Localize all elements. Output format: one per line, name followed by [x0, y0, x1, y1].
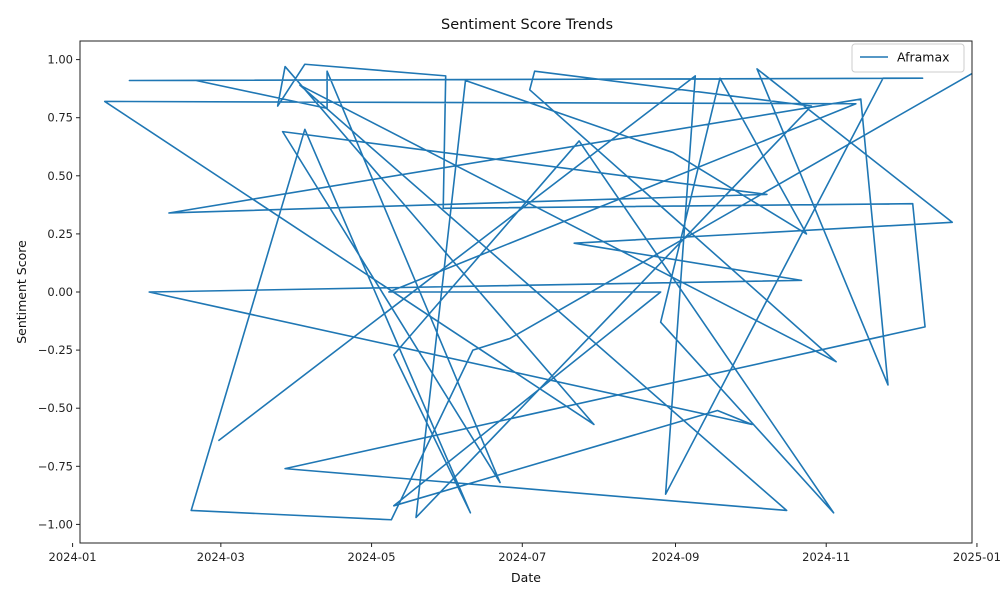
y-tick-label: −0.25: [38, 343, 73, 357]
legend-label-aframax: Aframax: [897, 50, 950, 65]
x-tick-label: 2024-01: [49, 550, 97, 564]
legend-box: [851, 43, 965, 73]
series-layer: [103, 63, 973, 521]
y-tick-label: 0.75: [47, 111, 73, 125]
y-tick-label: 0.00: [47, 285, 73, 299]
chart-title: Sentiment Score Trends: [441, 17, 613, 33]
x-tick-label: 2024-11: [802, 550, 850, 564]
x-tick-label: 2024-05: [348, 550, 396, 564]
x-axis-ticks: 2024-01 2024-03 2024-05 2024-07 2024-09 2024-…: [49, 543, 1000, 564]
y-tick-label: 0.25: [47, 227, 73, 241]
x-tick-label: 2024-09: [651, 550, 699, 564]
x-tick-label: 2024-07: [498, 550, 546, 564]
series-line-aframax: [103, 63, 973, 521]
y-axis-label: Sentiment Score: [14, 240, 29, 344]
x-tick-label: 2025-01: [953, 550, 1000, 564]
y-tick-label: −0.75: [38, 459, 73, 473]
y-tick-label: 1.00: [47, 53, 73, 67]
y-tick-label: −1.00: [38, 517, 73, 531]
y-tick-label: 0.50: [47, 169, 73, 183]
legend: Aframax: [851, 43, 965, 73]
y-tick-label: −0.50: [38, 401, 73, 415]
y-axis-ticks: −1.00 −0.75 −0.50 −0.25 0.00 0.25 0.50 0.75 1.00: [38, 53, 80, 531]
x-tick-label: 2024-03: [197, 550, 245, 564]
plot-area: [79, 40, 973, 544]
x-axis-label: Date: [511, 570, 541, 585]
